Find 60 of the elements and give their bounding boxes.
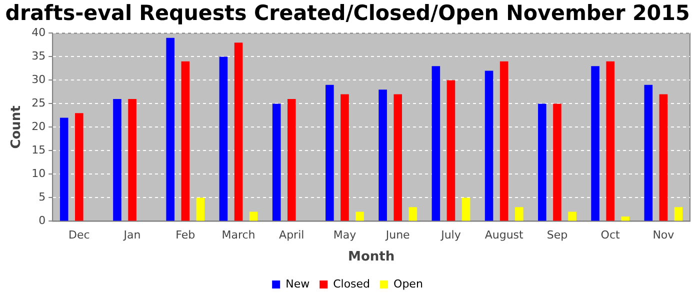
x-tick-label: June [384, 228, 410, 242]
x-tick-label: Nov [652, 228, 675, 242]
bar [113, 99, 122, 221]
y-tick-label: 30 [32, 73, 46, 86]
x-tick-label: August [484, 228, 524, 242]
y-tick-label: 20 [32, 120, 46, 134]
bar [446, 80, 456, 221]
bar [591, 66, 600, 221]
x-tick-label: Jan [122, 228, 141, 242]
x-tick-label: March [222, 228, 256, 242]
bar [659, 94, 668, 221]
bar [408, 207, 418, 221]
x-tick-label: Oct [600, 228, 621, 242]
y-tick-label: 10 [32, 167, 46, 180]
bar [219, 56, 228, 221]
bar [326, 84, 334, 221]
bar [287, 99, 296, 221]
x-tick-label: May [333, 228, 357, 242]
bar [234, 42, 243, 221]
bar [272, 104, 281, 221]
y-tick-label: 25 [32, 96, 46, 110]
y-axis-title: Count [9, 106, 24, 149]
chart-title: drafts-eval Requests Created/Closed/Open November 2015 [5, 0, 690, 26]
bar [568, 212, 576, 221]
bar [340, 94, 349, 221]
x-tick-label: Dec [68, 228, 90, 242]
x-tick-label: July [440, 228, 462, 242]
bar [196, 198, 205, 221]
bar [553, 104, 562, 221]
bar [500, 61, 508, 221]
bar [462, 198, 470, 221]
bar [394, 94, 402, 221]
bar [181, 61, 190, 221]
legend-label: Open [394, 277, 423, 290]
y-tick-label: 15 [32, 144, 46, 157]
x-tick-label: April [279, 228, 304, 242]
bar [432, 66, 440, 221]
bar [538, 104, 546, 221]
y-tick-label: 40 [32, 26, 46, 40]
legend-label: Closed [333, 277, 370, 290]
bar [128, 99, 136, 221]
bar [674, 207, 683, 221]
x-tick-label: Feb [176, 228, 196, 242]
bar [60, 118, 68, 221]
bar [484, 70, 494, 221]
bar [249, 212, 258, 221]
bar [356, 212, 364, 221]
bar [644, 84, 653, 221]
bar [75, 113, 84, 221]
bar [621, 216, 630, 221]
x-tick-label: Sep [546, 228, 568, 242]
bar [166, 38, 174, 221]
x-axis-title: Month [348, 250, 395, 265]
bar [606, 61, 614, 221]
bar [378, 90, 387, 221]
bar [515, 207, 524, 221]
y-tick-label: 0 [38, 214, 46, 228]
y-tick-label: 5 [38, 190, 46, 204]
legend-label: New [286, 277, 310, 290]
y-tick-label: 35 [32, 50, 46, 63]
